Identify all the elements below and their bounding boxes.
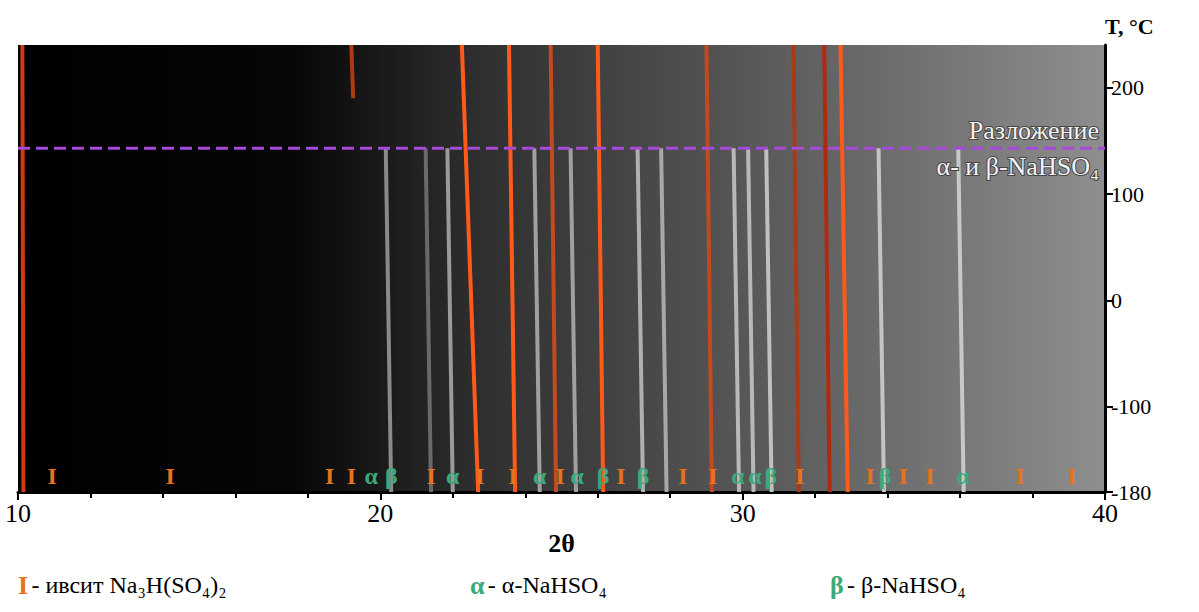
svg-text:I: I <box>555 463 564 489</box>
svg-text:I: I <box>1067 463 1076 489</box>
svg-text:I: I <box>508 463 517 489</box>
svg-text:α: α <box>446 463 460 489</box>
svg-text:I: I <box>795 463 804 489</box>
svg-text:I: I <box>708 463 717 489</box>
svg-text:I: I <box>899 463 908 489</box>
svg-text:β: β <box>879 463 892 489</box>
svg-text:α: α <box>533 463 547 489</box>
svg-text:10: 10 <box>5 499 31 528</box>
svg-text:- β-NaHSO₄: - β-NaHSO₄ <box>847 572 966 598</box>
svg-text:Разложение: Разложение <box>969 116 1099 145</box>
svg-text:α- и β-NaHSO₄: α- и β-NaHSO₄ <box>937 152 1099 181</box>
svg-text:α: α <box>956 463 970 489</box>
svg-text:I: I <box>475 463 484 489</box>
svg-text:I: I <box>347 463 356 489</box>
svg-text:30: 30 <box>730 499 756 528</box>
svg-text:I: I <box>166 463 175 489</box>
svg-text:α: α <box>365 463 379 489</box>
svg-text:β: β <box>830 571 844 600</box>
svg-text:I: I <box>18 571 28 600</box>
svg-text:200: 200 <box>1111 75 1144 100</box>
svg-text:2θ: 2θ <box>548 529 575 558</box>
svg-text:β: β <box>597 463 610 489</box>
svg-text:- α-NaHSO₄: - α-NaHSO₄ <box>488 572 607 598</box>
svg-text:0: 0 <box>1111 288 1122 313</box>
svg-text:I: I <box>616 463 625 489</box>
svg-text:β: β <box>637 463 650 489</box>
svg-text:β: β <box>385 463 398 489</box>
svg-text:I: I <box>426 463 435 489</box>
svg-text:α: α <box>731 463 745 489</box>
svg-text:I: I <box>866 463 875 489</box>
svg-text:α: α <box>570 463 584 489</box>
svg-text:I: I <box>1016 463 1025 489</box>
svg-text:I: I <box>47 463 56 489</box>
svg-text:20: 20 <box>367 499 393 528</box>
svg-text:I: I <box>925 463 934 489</box>
svg-text:-180: -180 <box>1111 479 1152 505</box>
svg-text:I: I <box>325 463 334 489</box>
svg-text:T, °C: T, °C <box>1105 14 1154 39</box>
svg-text:α: α <box>470 571 485 600</box>
svg-text:-100: -100 <box>1111 394 1151 419</box>
svg-text:100: 100 <box>1111 182 1144 207</box>
svg-text:β: β <box>765 463 778 489</box>
svg-text:I: I <box>678 463 687 489</box>
svg-text:40: 40 <box>1092 499 1118 528</box>
svg-text:- ивсит Na₃H(SO₄)₂: - ивсит Na₃H(SO₄)₂ <box>31 572 226 598</box>
svg-text:α: α <box>748 463 762 489</box>
